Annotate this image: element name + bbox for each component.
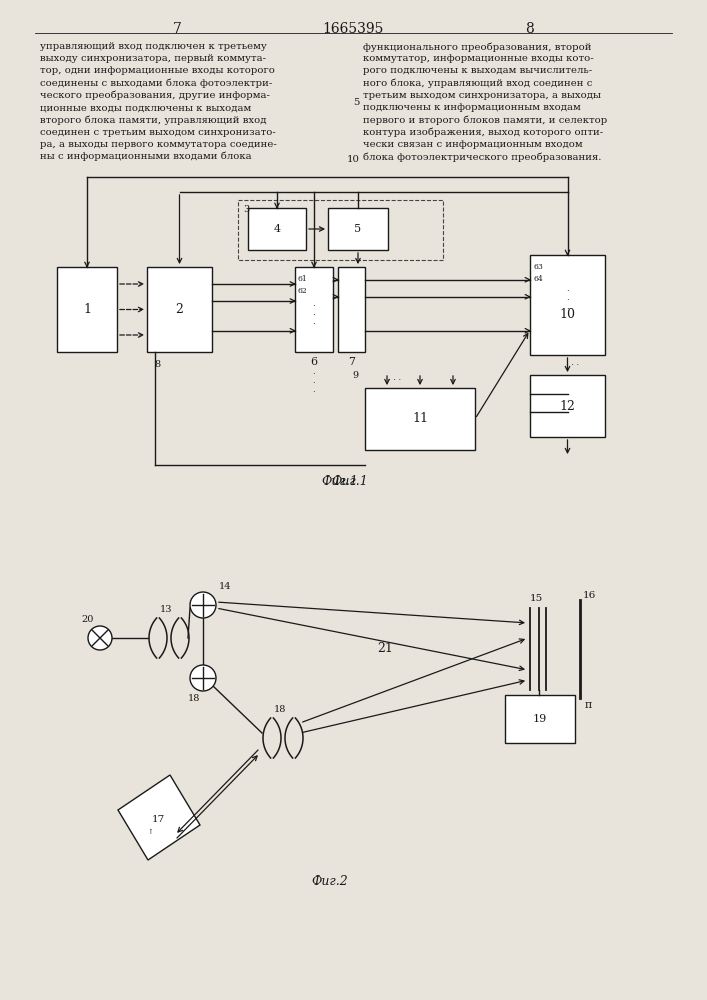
Bar: [365, 388, 475, 450]
Bar: [147, 267, 212, 352]
Text: 8: 8: [154, 360, 160, 369]
Text: 5: 5: [354, 224, 361, 234]
Text: 10: 10: [346, 155, 359, 164]
Text: 21: 21: [377, 642, 393, 654]
Text: 1: 1: [83, 303, 91, 316]
Bar: [238, 200, 443, 260]
Bar: [505, 695, 575, 743]
Text: 14: 14: [219, 582, 231, 591]
Text: 63: 63: [534, 263, 544, 271]
Text: 62: 62: [298, 287, 308, 295]
Bar: [248, 208, 306, 250]
Text: 7: 7: [173, 22, 182, 36]
Polygon shape: [118, 775, 200, 860]
Text: 1665395: 1665395: [322, 22, 384, 36]
Text: 18: 18: [274, 705, 286, 714]
Circle shape: [190, 665, 216, 691]
Text: 19: 19: [533, 714, 547, 724]
Text: 2: 2: [175, 303, 183, 316]
Text: п: п: [585, 700, 592, 710]
Circle shape: [88, 626, 112, 650]
Text: ·
·
·: · · ·: [312, 370, 315, 396]
Bar: [328, 208, 388, 250]
Text: Фиг.2: Фиг.2: [312, 875, 349, 888]
Text: 6: 6: [310, 357, 317, 367]
Text: 8: 8: [525, 22, 534, 36]
Circle shape: [190, 592, 216, 618]
Text: 4: 4: [274, 224, 281, 234]
Bar: [530, 255, 605, 355]
Text: 20: 20: [82, 615, 94, 624]
Text: 12: 12: [559, 399, 575, 412]
Text: 16: 16: [583, 591, 596, 600]
Text: 7: 7: [348, 357, 355, 367]
Bar: [338, 267, 365, 352]
Text: 18: 18: [188, 694, 200, 703]
Text: 10: 10: [559, 308, 575, 322]
Bar: [295, 267, 333, 352]
Bar: [530, 375, 605, 437]
Text: 64: 64: [534, 275, 544, 283]
Text: 61: 61: [298, 275, 308, 283]
Text: · · ·: · · ·: [566, 361, 579, 369]
Bar: [57, 267, 117, 352]
Text: 11: 11: [412, 412, 428, 426]
Text: ↑: ↑: [147, 828, 153, 836]
Text: · · ·: · · ·: [388, 376, 402, 384]
Text: 13: 13: [160, 605, 173, 614]
Text: Фиг.1: Фиг.1: [332, 475, 368, 488]
Text: ·
·
·: · · ·: [312, 302, 315, 328]
Text: 3: 3: [243, 205, 250, 214]
Text: 9: 9: [352, 371, 358, 380]
Text: 5: 5: [353, 98, 359, 107]
Text: функционального преобразования, второй
коммутатор, информационные входы кото-
ро: функционального преобразования, второй к…: [363, 42, 607, 162]
Text: Фиг.1: Фиг.1: [322, 475, 358, 488]
Text: 17: 17: [151, 816, 165, 824]
Text: 15: 15: [530, 594, 543, 603]
Text: ·
·
·: · · ·: [566, 287, 569, 313]
Text: управляющий вход подключен к третьему
выходу синхронизатора, первый коммута-
тор: управляющий вход подключен к третьему вы…: [40, 42, 276, 161]
